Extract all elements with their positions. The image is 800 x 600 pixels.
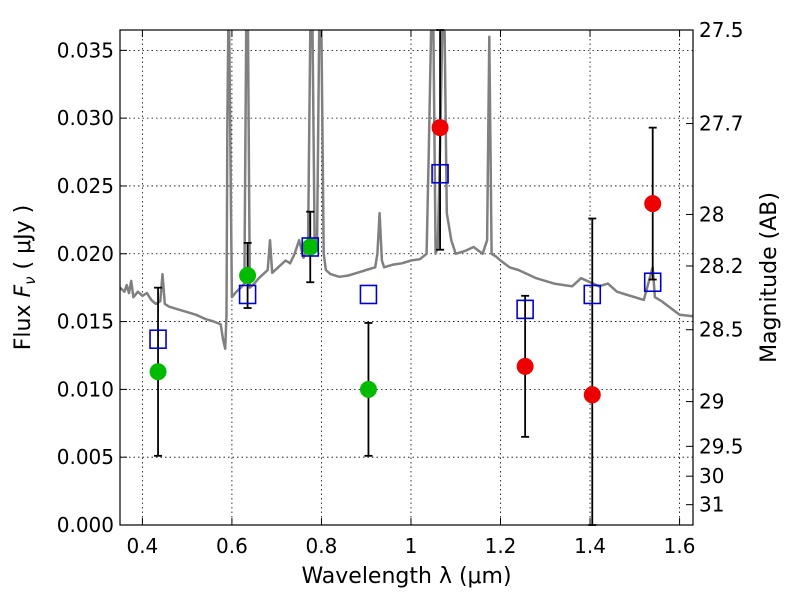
y-axis-label: Flux Fν ( μJy ) [11, 205, 39, 350]
x-tick-label: 1.2 [485, 534, 517, 558]
model-square-point [583, 284, 602, 305]
nir-flux-point [431, 119, 449, 137]
model-square-point [516, 299, 534, 320]
grid-lines [120, 30, 693, 525]
x-tick-label: 0.6 [216, 534, 248, 558]
x-tick-label: 1.4 [574, 534, 606, 558]
model-square-point [643, 272, 662, 293]
y-tick-label: 0.015 [57, 310, 114, 334]
y-tick-label: 0.005 [57, 445, 114, 469]
plot-frame [119, 29, 694, 526]
right-tick-label: 28.2 [699, 254, 744, 278]
model-square-point [149, 329, 167, 350]
y-tick-label: 0.000 [57, 513, 114, 537]
y-tick-label: 0.025 [57, 174, 114, 198]
right-tick-label: 30 [699, 464, 724, 488]
x-tick-label: 0.4 [126, 534, 158, 558]
right-tick-label: 27.7 [699, 112, 744, 136]
right-tick-label: 29.5 [699, 434, 744, 458]
x-tick-label: 1 [405, 534, 418, 558]
nir-flux-point [516, 357, 534, 375]
optical-flux-point [149, 363, 167, 381]
right-tick-label: 28.5 [699, 318, 744, 342]
y-tick-label: 0.020 [57, 242, 114, 266]
right-tick-label: 31 [699, 493, 724, 517]
y-axis-label-text: Flux Fν ( μJy ) [11, 205, 39, 350]
right-tick-label: 27.5 [699, 18, 744, 42]
y-tick-label: 0.010 [57, 377, 114, 401]
x-axis-label: Wavelength λ (μm) [301, 564, 511, 589]
model-square-point [431, 163, 449, 184]
y-tick-label: 0.035 [57, 38, 114, 62]
nir-flux-point [644, 195, 662, 213]
marker-layer [149, 119, 662, 404]
nir-flux-point [583, 386, 601, 404]
right-tick-label: 29 [699, 390, 724, 414]
optical-flux-point [239, 266, 257, 284]
x-tick-label: 0.8 [306, 534, 338, 558]
right-tick-label: 28 [699, 202, 724, 226]
spectrum-layer [120, 30, 693, 350]
optical-flux-point [359, 380, 377, 398]
spectrum-line [120, 30, 693, 350]
model-square-point [301, 237, 320, 257]
optical-flux-point [301, 238, 319, 256]
axis-ticks: 0.4 0.6 0.8 1 1.2 1.4 1.6 0.000 0.005 0.010 0.015 0… [57, 18, 744, 558]
y-tick-label: 0.030 [57, 106, 114, 130]
model-square-point [359, 284, 378, 305]
x-tick-label: 1.6 [664, 534, 696, 558]
model-square-point [238, 284, 257, 305]
right-axis-label: Magnitude (AB) [757, 192, 782, 363]
